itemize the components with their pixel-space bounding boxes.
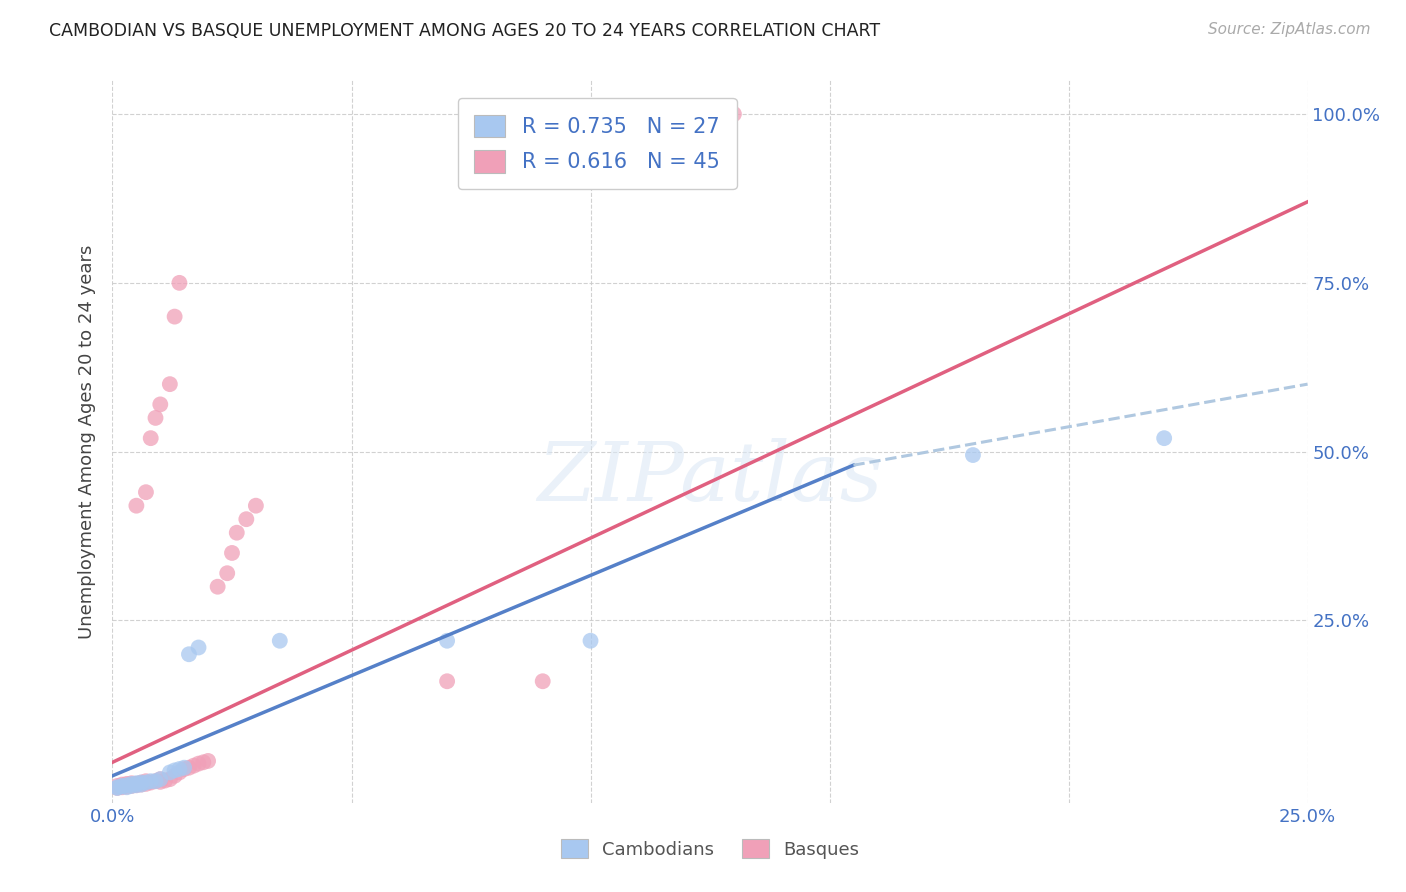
Point xyxy=(149,775,172,789)
Point xyxy=(111,778,134,792)
Point xyxy=(159,765,181,780)
Point xyxy=(125,778,148,792)
Legend: Cambodians, Basques: Cambodians, Basques xyxy=(554,832,866,866)
Point xyxy=(159,772,181,787)
Text: Source: ZipAtlas.com: Source: ZipAtlas.com xyxy=(1208,22,1371,37)
Point xyxy=(111,779,134,793)
Point xyxy=(115,778,138,792)
Point xyxy=(125,499,148,513)
Point xyxy=(125,778,148,792)
Point xyxy=(169,762,191,776)
Point xyxy=(173,762,195,776)
Y-axis label: Unemployment Among Ages 20 to 24 years: Unemployment Among Ages 20 to 24 years xyxy=(77,244,96,639)
Point xyxy=(436,633,458,648)
Point xyxy=(121,776,143,790)
Point xyxy=(193,756,215,770)
Point xyxy=(173,761,195,775)
Point xyxy=(139,775,162,789)
Point xyxy=(135,485,157,500)
Point xyxy=(145,774,167,789)
Point xyxy=(121,779,143,793)
Point xyxy=(111,780,134,795)
Point xyxy=(105,780,128,795)
Point xyxy=(531,674,554,689)
Point xyxy=(183,758,205,772)
Point xyxy=(169,765,191,780)
Point xyxy=(149,772,172,787)
Point xyxy=(169,276,191,290)
Point xyxy=(207,580,229,594)
Point xyxy=(187,756,209,771)
Point xyxy=(145,774,167,789)
Point xyxy=(129,778,152,792)
Point xyxy=(115,780,138,795)
Point xyxy=(135,774,157,789)
Point xyxy=(723,107,745,121)
Point xyxy=(135,775,157,789)
Point xyxy=(105,779,128,793)
Point xyxy=(163,769,186,783)
Point xyxy=(177,647,200,661)
Point xyxy=(177,761,200,775)
Point xyxy=(139,431,162,445)
Point xyxy=(197,754,219,768)
Point xyxy=(225,525,247,540)
Point xyxy=(105,780,128,795)
Point xyxy=(962,448,984,462)
Point xyxy=(111,780,134,794)
Point xyxy=(115,780,138,794)
Point xyxy=(125,776,148,790)
Point xyxy=(139,774,162,789)
Point xyxy=(235,512,257,526)
Point xyxy=(163,764,186,778)
Point xyxy=(121,779,143,793)
Point xyxy=(149,397,172,411)
Point xyxy=(269,633,291,648)
Point xyxy=(129,775,152,789)
Point xyxy=(145,411,167,425)
Point xyxy=(153,773,176,788)
Text: CAMBODIAN VS BASQUE UNEMPLOYMENT AMONG AGES 20 TO 24 YEARS CORRELATION CHART: CAMBODIAN VS BASQUE UNEMPLOYMENT AMONG A… xyxy=(49,22,880,40)
Point xyxy=(125,777,148,791)
Point xyxy=(579,633,602,648)
Point xyxy=(436,674,458,689)
Point xyxy=(245,499,267,513)
Point xyxy=(187,640,209,655)
Point xyxy=(221,546,243,560)
Point xyxy=(163,310,186,324)
Point xyxy=(105,780,128,795)
Point xyxy=(129,778,152,792)
Point xyxy=(159,377,181,392)
Text: ZIPatlas: ZIPatlas xyxy=(537,438,883,517)
Point xyxy=(115,777,138,791)
Point xyxy=(135,777,157,791)
Point xyxy=(149,772,172,787)
Point xyxy=(129,775,152,789)
Point xyxy=(217,566,239,581)
Point xyxy=(121,777,143,791)
Point xyxy=(1153,431,1175,445)
